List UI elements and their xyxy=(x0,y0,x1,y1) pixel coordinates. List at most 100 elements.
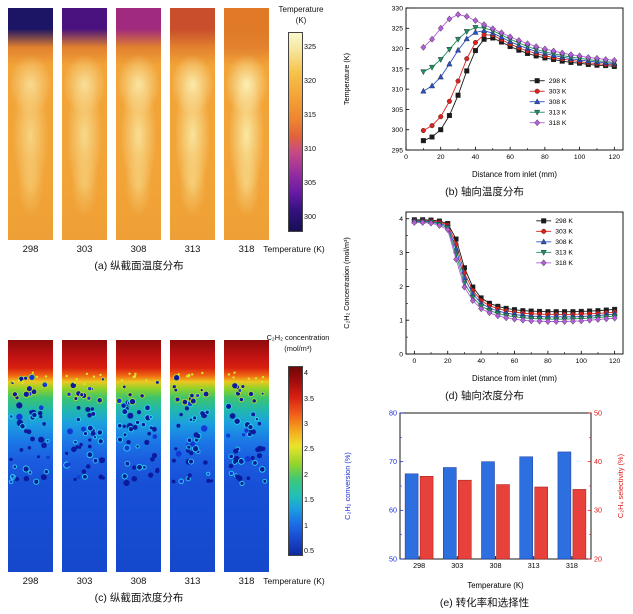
particle xyxy=(117,423,123,429)
hot-zone-plume xyxy=(116,8,161,240)
x-tick-label: 0 xyxy=(412,358,416,365)
colorbar-title-line2: (K) xyxy=(295,16,307,25)
particle xyxy=(73,477,77,482)
marker-diamond xyxy=(553,318,560,325)
particle xyxy=(67,428,73,435)
particle xyxy=(144,404,151,412)
particle xyxy=(86,395,92,401)
particle xyxy=(151,452,158,459)
x-tick-label: 20 xyxy=(437,154,445,161)
y-tick-label: 305 xyxy=(392,107,404,114)
hot-zone-plume xyxy=(62,8,107,240)
particle xyxy=(132,424,138,430)
particle xyxy=(27,470,33,475)
particle xyxy=(237,388,243,393)
particle-speck xyxy=(247,377,250,380)
particle xyxy=(88,438,92,442)
particle xyxy=(29,410,33,414)
particle xyxy=(131,476,138,482)
particle xyxy=(174,447,178,451)
particle xyxy=(202,390,210,398)
colorbar-tick-label: 315 xyxy=(304,109,316,119)
particle xyxy=(188,417,194,422)
particle xyxy=(252,460,258,466)
marker-diamond xyxy=(429,35,435,43)
right-y-tick-label: 50 xyxy=(594,408,602,417)
marker-circle xyxy=(420,128,426,134)
particle xyxy=(260,446,266,452)
particle xyxy=(176,423,181,428)
marker-diamond xyxy=(494,312,501,320)
particle-speck xyxy=(85,372,89,376)
particle-speck xyxy=(99,373,102,377)
marker-triangle-down xyxy=(446,47,453,53)
axial-temperature-plot: 0 20 40 60 80 100 120 295 300 305 310 315 320 325 330 D… xyxy=(342,5,624,179)
x-tick-label: 298 xyxy=(413,561,425,570)
legend-label: 303 K xyxy=(549,89,567,96)
catalyst-particles xyxy=(8,371,50,485)
marker-triangle-down xyxy=(429,64,436,71)
particle xyxy=(229,413,236,419)
conversion-bar-308 xyxy=(481,461,495,560)
particle xyxy=(256,445,263,452)
panel-c-concentration-contours: C₂H₂ concentration (mol/m³) 4 3.5 3 2.5 2 1.5… xyxy=(0,332,340,614)
series-308-K xyxy=(420,27,618,94)
particle xyxy=(152,426,157,432)
particle xyxy=(250,429,256,435)
particle xyxy=(155,380,160,385)
panel-b-caption: (b) 轴向温度分布 xyxy=(445,186,524,198)
panel-c-bottom-axis-label: Temperature (K) xyxy=(263,576,325,586)
colorbar-tick-label: 3.5 xyxy=(304,393,314,403)
y-tick-label: 4 xyxy=(399,216,403,223)
legend-label: 313 K xyxy=(555,250,573,257)
particle xyxy=(41,442,47,449)
particle-speck xyxy=(31,371,34,374)
marker-diamond xyxy=(478,305,484,313)
x-tick-label: 120 xyxy=(609,154,621,161)
left-y-tick-label: 80 xyxy=(389,408,397,417)
concentration-contour-298 xyxy=(8,340,53,572)
case-label-298: 298 xyxy=(22,244,39,255)
marker-triangle-up xyxy=(472,28,479,35)
particle-speck xyxy=(128,372,131,375)
marker-square xyxy=(541,218,547,224)
case-label-318: 318 xyxy=(238,244,255,255)
particle xyxy=(179,412,183,417)
x-tick-label: 60 xyxy=(506,154,514,161)
particle xyxy=(87,444,92,449)
marker-diamond xyxy=(498,29,505,37)
marker-diamond xyxy=(461,283,468,291)
marker-diamond xyxy=(420,43,427,51)
marker-diamond xyxy=(603,315,610,323)
marker-diamond xyxy=(455,11,461,18)
particle-speck xyxy=(12,380,15,383)
particle xyxy=(187,473,192,478)
marker-square xyxy=(472,48,478,54)
marker-triangle-up xyxy=(540,238,547,245)
particle xyxy=(144,439,150,445)
x-axis-label: Distance from inlet (mm) xyxy=(472,374,557,383)
particle xyxy=(228,470,234,477)
marker-circle xyxy=(472,39,478,45)
y-tick-label: 295 xyxy=(392,147,404,154)
particle xyxy=(79,442,83,447)
particle xyxy=(16,402,23,409)
legend-label: 303 K xyxy=(555,229,573,236)
x-tick-label: 80 xyxy=(544,358,552,365)
particle xyxy=(76,406,81,410)
temperature-contour-303 xyxy=(62,8,107,240)
panel-e-conversion-selectivity-chart: 298 303 308 313 318 50 60 70 80 20 30 40 50 Temperatu… xyxy=(336,407,633,614)
particle xyxy=(73,439,78,445)
particle xyxy=(148,415,153,420)
case-label-308: 308 xyxy=(130,576,147,587)
y-tick-label: 320 xyxy=(392,46,404,53)
legend-label: 308 K xyxy=(555,239,573,246)
particle xyxy=(189,441,196,447)
series-318-K xyxy=(411,219,618,325)
marker-diamond xyxy=(585,54,592,61)
particle xyxy=(122,432,128,438)
x-axis-label: Temperature (K) xyxy=(467,581,524,590)
particle xyxy=(192,445,200,453)
particle xyxy=(250,456,255,460)
panel-c-caption: (c) 纵截面浓度分布 xyxy=(94,592,184,604)
